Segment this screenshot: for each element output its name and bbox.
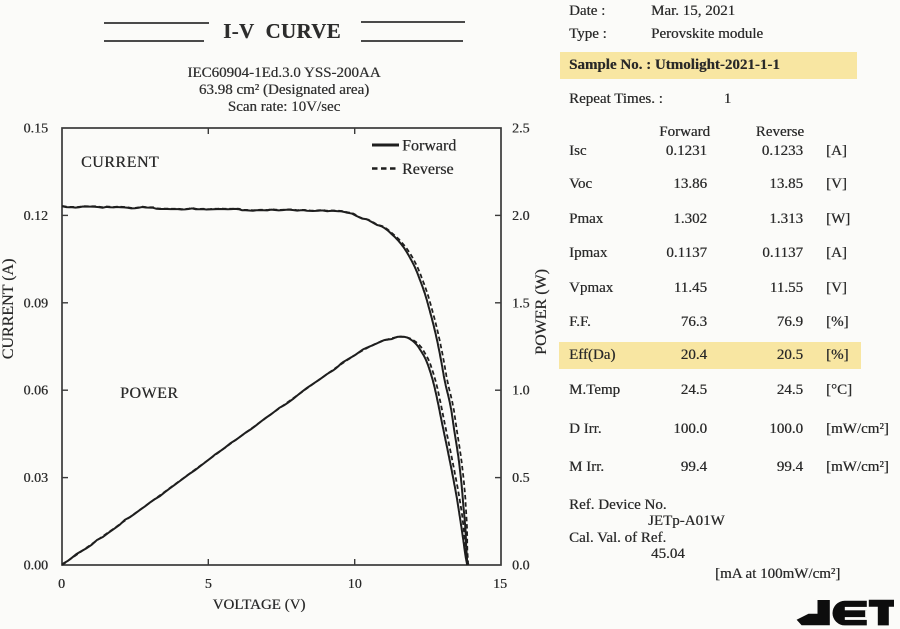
svg-text:CURRENT: CURRENT (81, 154, 159, 171)
svg-text:2.0: 2.0 (512, 209, 530, 224)
svg-text:CURRENT (A): CURRENT (A) (0, 259, 17, 360)
svg-text:10: 10 (348, 577, 362, 592)
svg-text:0.5: 0.5 (512, 471, 530, 486)
svg-text:0.09: 0.09 (24, 297, 49, 312)
svg-text:0.15: 0.15 (24, 122, 49, 137)
svg-text:0.03: 0.03 (24, 471, 49, 486)
svg-text:2.5: 2.5 (512, 122, 530, 137)
svg-text:15: 15 (493, 577, 507, 592)
svg-text:0: 0 (58, 577, 65, 592)
svg-text:0.00: 0.00 (24, 559, 49, 574)
svg-text:1.0: 1.0 (512, 384, 530, 399)
svg-text:0.0: 0.0 (512, 559, 530, 574)
svg-text:VOLTAGE (V): VOLTAGE (V) (213, 597, 306, 613)
svg-text:Forward: Forward (402, 138, 456, 155)
svg-text:POWER: POWER (120, 385, 179, 402)
svg-text:POWER (W): POWER (W) (533, 269, 550, 355)
svg-text:5: 5 (205, 577, 212, 592)
svg-text:0.06: 0.06 (24, 384, 49, 399)
svg-text:0.12: 0.12 (24, 209, 49, 224)
svg-text:Reverse: Reverse (402, 161, 454, 178)
svg-text:1.5: 1.5 (512, 297, 530, 312)
